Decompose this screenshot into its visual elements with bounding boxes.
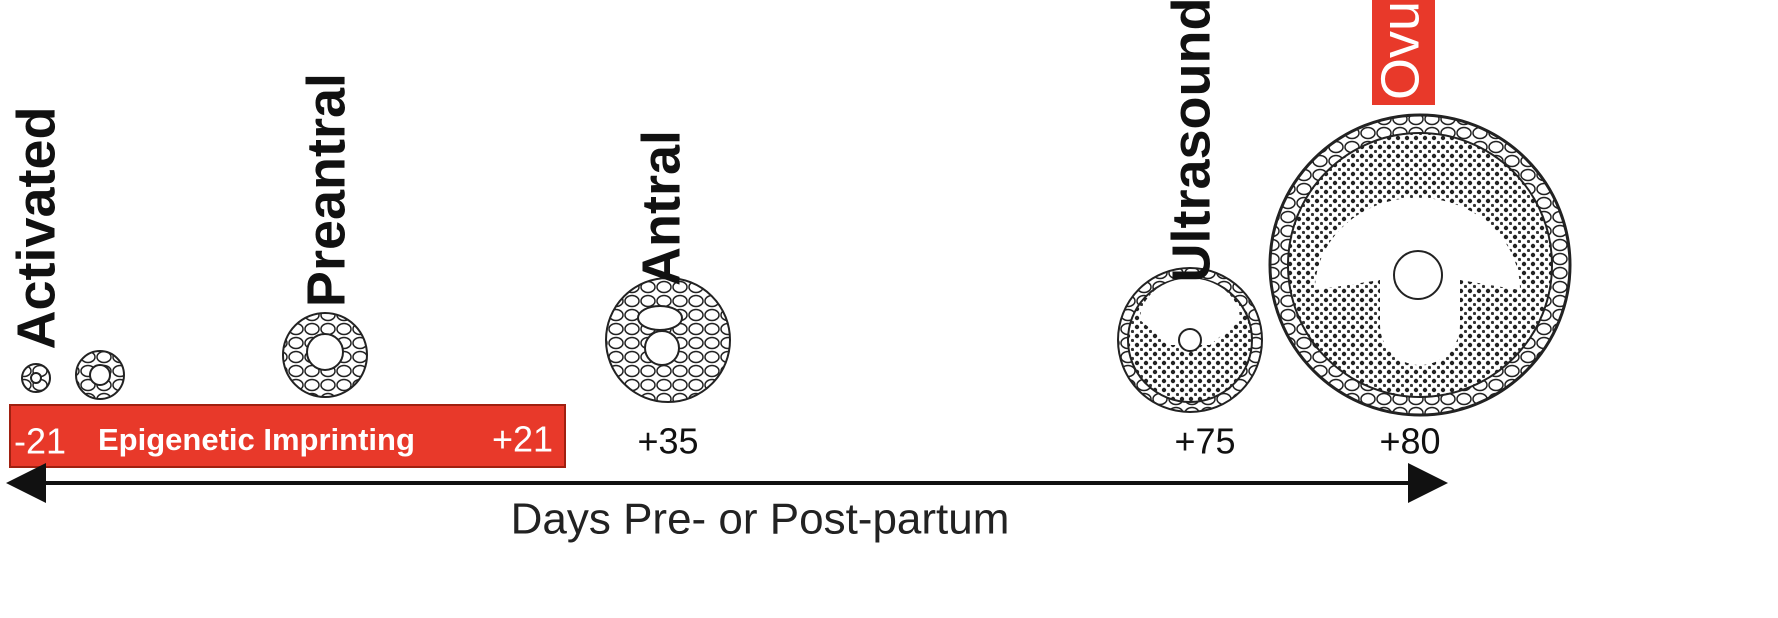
page: Activated Preantral Antral Ultrasound Ov… xyxy=(0,0,1778,613)
day-label: +35 xyxy=(637,421,698,462)
day-label: +75 xyxy=(1174,421,1235,462)
follicles xyxy=(22,115,1570,415)
bar-start: -21 xyxy=(14,421,66,462)
axis-label: Days Pre- or Post-partum xyxy=(511,495,1010,544)
stage-label: Preantral xyxy=(296,73,356,307)
diagram: Activated Preantral Antral Ultrasound Ov… xyxy=(0,0,1778,613)
bar-label: Epigenetic Imprinting xyxy=(98,422,415,457)
day-label: +80 xyxy=(1379,421,1440,462)
stage-label: Activated xyxy=(6,106,66,349)
bar-end: +21 xyxy=(492,419,553,460)
stage-label: Ovul xyxy=(1370,0,1430,100)
stage-label: Antral xyxy=(631,130,691,286)
stage-label: Ultrasound xyxy=(1161,0,1221,283)
